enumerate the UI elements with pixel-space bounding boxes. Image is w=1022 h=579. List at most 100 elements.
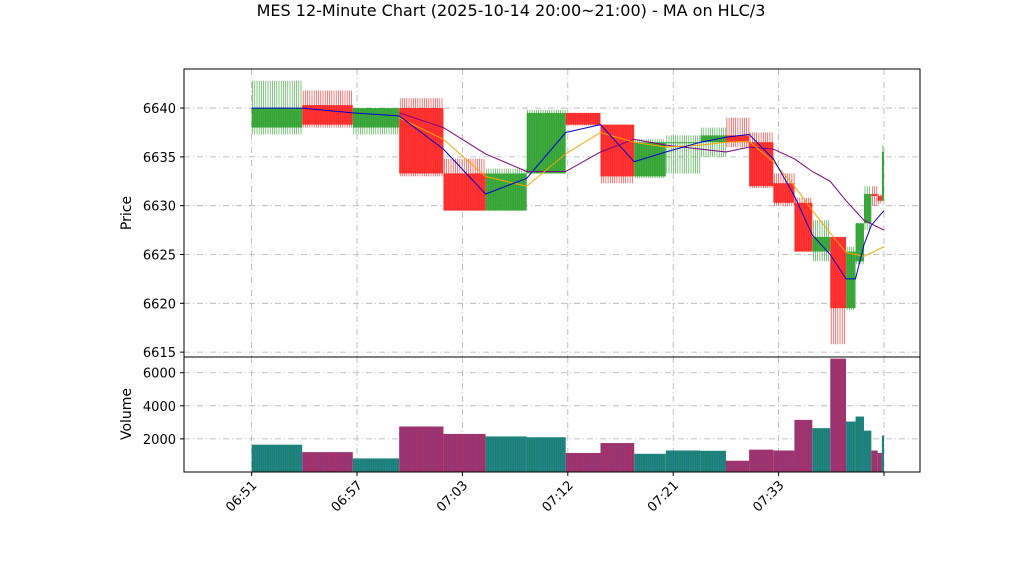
volume-bar <box>565 452 601 472</box>
volume-bar-hatch <box>399 426 443 472</box>
candle-body <box>399 108 444 174</box>
time-tick-label: 07:03 <box>434 478 471 515</box>
candle-up <box>251 80 303 135</box>
volume-bar-hatch <box>846 421 854 472</box>
volume-bar-fill <box>665 450 701 472</box>
volume-bar-fill <box>526 437 566 472</box>
candle-down <box>600 124 635 184</box>
volume-bar <box>871 450 878 472</box>
candle-body <box>855 223 864 262</box>
volume-bar-hatch <box>795 419 812 472</box>
candle-down <box>443 158 486 211</box>
candle-body <box>877 195 882 201</box>
volume-bar-hatch <box>353 458 399 472</box>
time-x-axis: 06:51 06:57 07:03 07:12 07:21 07:33 <box>223 472 885 515</box>
candle-body <box>526 112 566 174</box>
price-tick-label: 6620 <box>143 297 176 312</box>
candle-down <box>794 197 813 252</box>
volume-bar-hatch <box>701 450 727 472</box>
volume-tick-label: 2000 <box>143 433 176 448</box>
candle-wicks <box>872 186 878 206</box>
candle-wicks <box>726 117 750 148</box>
volume-bar-hatch <box>864 430 870 472</box>
candle-wicks <box>830 239 845 345</box>
candle-up <box>634 139 666 179</box>
volume-bar <box>830 358 847 472</box>
time-tick-label: 07:12 <box>540 478 577 515</box>
volume-bar-fill <box>877 452 882 472</box>
volume-bar-hatch <box>830 358 845 472</box>
candle-down <box>877 194 882 204</box>
ma-mid-line <box>398 117 885 257</box>
candle-wicks <box>444 158 485 211</box>
volume-panel-frame <box>183 356 921 473</box>
volume-bar-hatch <box>566 453 600 472</box>
volume-tick-label: 4000 <box>143 400 176 415</box>
candle-down <box>871 186 878 206</box>
volume-bar-hatch <box>666 450 701 472</box>
volume-bar <box>526 437 566 472</box>
volume-bar-fill <box>725 460 750 472</box>
time-tick-label: 06:57 <box>329 478 366 515</box>
volume-bar-hatch <box>749 449 773 472</box>
candle-up <box>526 110 566 174</box>
candle-wicks <box>666 135 701 174</box>
volume-bar-fill <box>830 358 847 472</box>
candle-wicks <box>749 132 773 189</box>
volume-axis-label: Volume <box>119 388 135 440</box>
volume-bar <box>443 433 486 472</box>
volume-bar-fill <box>812 428 831 472</box>
volume-bar-fill <box>634 453 666 472</box>
candle-down <box>749 132 774 189</box>
volume-bar-hatch <box>601 443 633 472</box>
price-tick-label: 6615 <box>143 346 176 361</box>
volume-bar-hatch <box>878 453 882 472</box>
price-axis-label: Price <box>119 196 135 230</box>
candle-up <box>352 108 400 135</box>
volume-y-axis: 2000 4000 6000 <box>143 367 184 448</box>
candle-wicks <box>856 223 864 265</box>
volume-bar-hatch <box>774 450 795 472</box>
candle-down <box>725 117 750 148</box>
price-y-axis: 6615 6620 6625 6630 6635 6640 <box>143 102 184 361</box>
candle-body <box>665 142 701 144</box>
volume-bar-hatch <box>813 428 829 472</box>
volume-bar-hatch <box>302 452 352 472</box>
volume-bar <box>749 449 774 472</box>
candle-body <box>443 173 486 211</box>
volume-grid <box>184 357 920 472</box>
volume-bar-hatch <box>527 437 566 472</box>
candle-down <box>830 236 847 345</box>
candle-up <box>881 145 884 201</box>
volume-bar-fill <box>600 443 635 472</box>
volume-bar-fill <box>846 421 856 472</box>
volume-bar-fill <box>700 450 726 472</box>
volume-bar-fill <box>565 452 601 472</box>
candle-up <box>485 168 527 211</box>
volume-bar <box>399 426 444 472</box>
candle-body <box>700 135 726 143</box>
candle-up <box>665 135 701 174</box>
time-tick-label: 07:21 <box>645 478 682 515</box>
candle-wicks <box>601 124 633 184</box>
candle-body <box>565 112 601 125</box>
candle-wicks <box>353 108 399 135</box>
volume-bar <box>855 416 864 472</box>
volume-bar <box>725 460 750 472</box>
candle-wicks <box>252 80 302 135</box>
candle-down <box>773 173 795 206</box>
volume-bar <box>794 419 813 472</box>
volume-bars <box>251 358 884 472</box>
candle-body <box>830 236 847 309</box>
volume-bar-hatch <box>444 433 485 472</box>
price-tick-label: 6635 <box>143 151 176 166</box>
volume-bar-fill <box>794 419 813 472</box>
candle-body <box>794 202 813 252</box>
ma-fast-line <box>251 107 885 280</box>
volume-bar-fill <box>443 433 486 472</box>
candle-body <box>634 142 666 177</box>
price-tick-label: 6630 <box>143 200 176 215</box>
volume-bar <box>773 450 795 472</box>
